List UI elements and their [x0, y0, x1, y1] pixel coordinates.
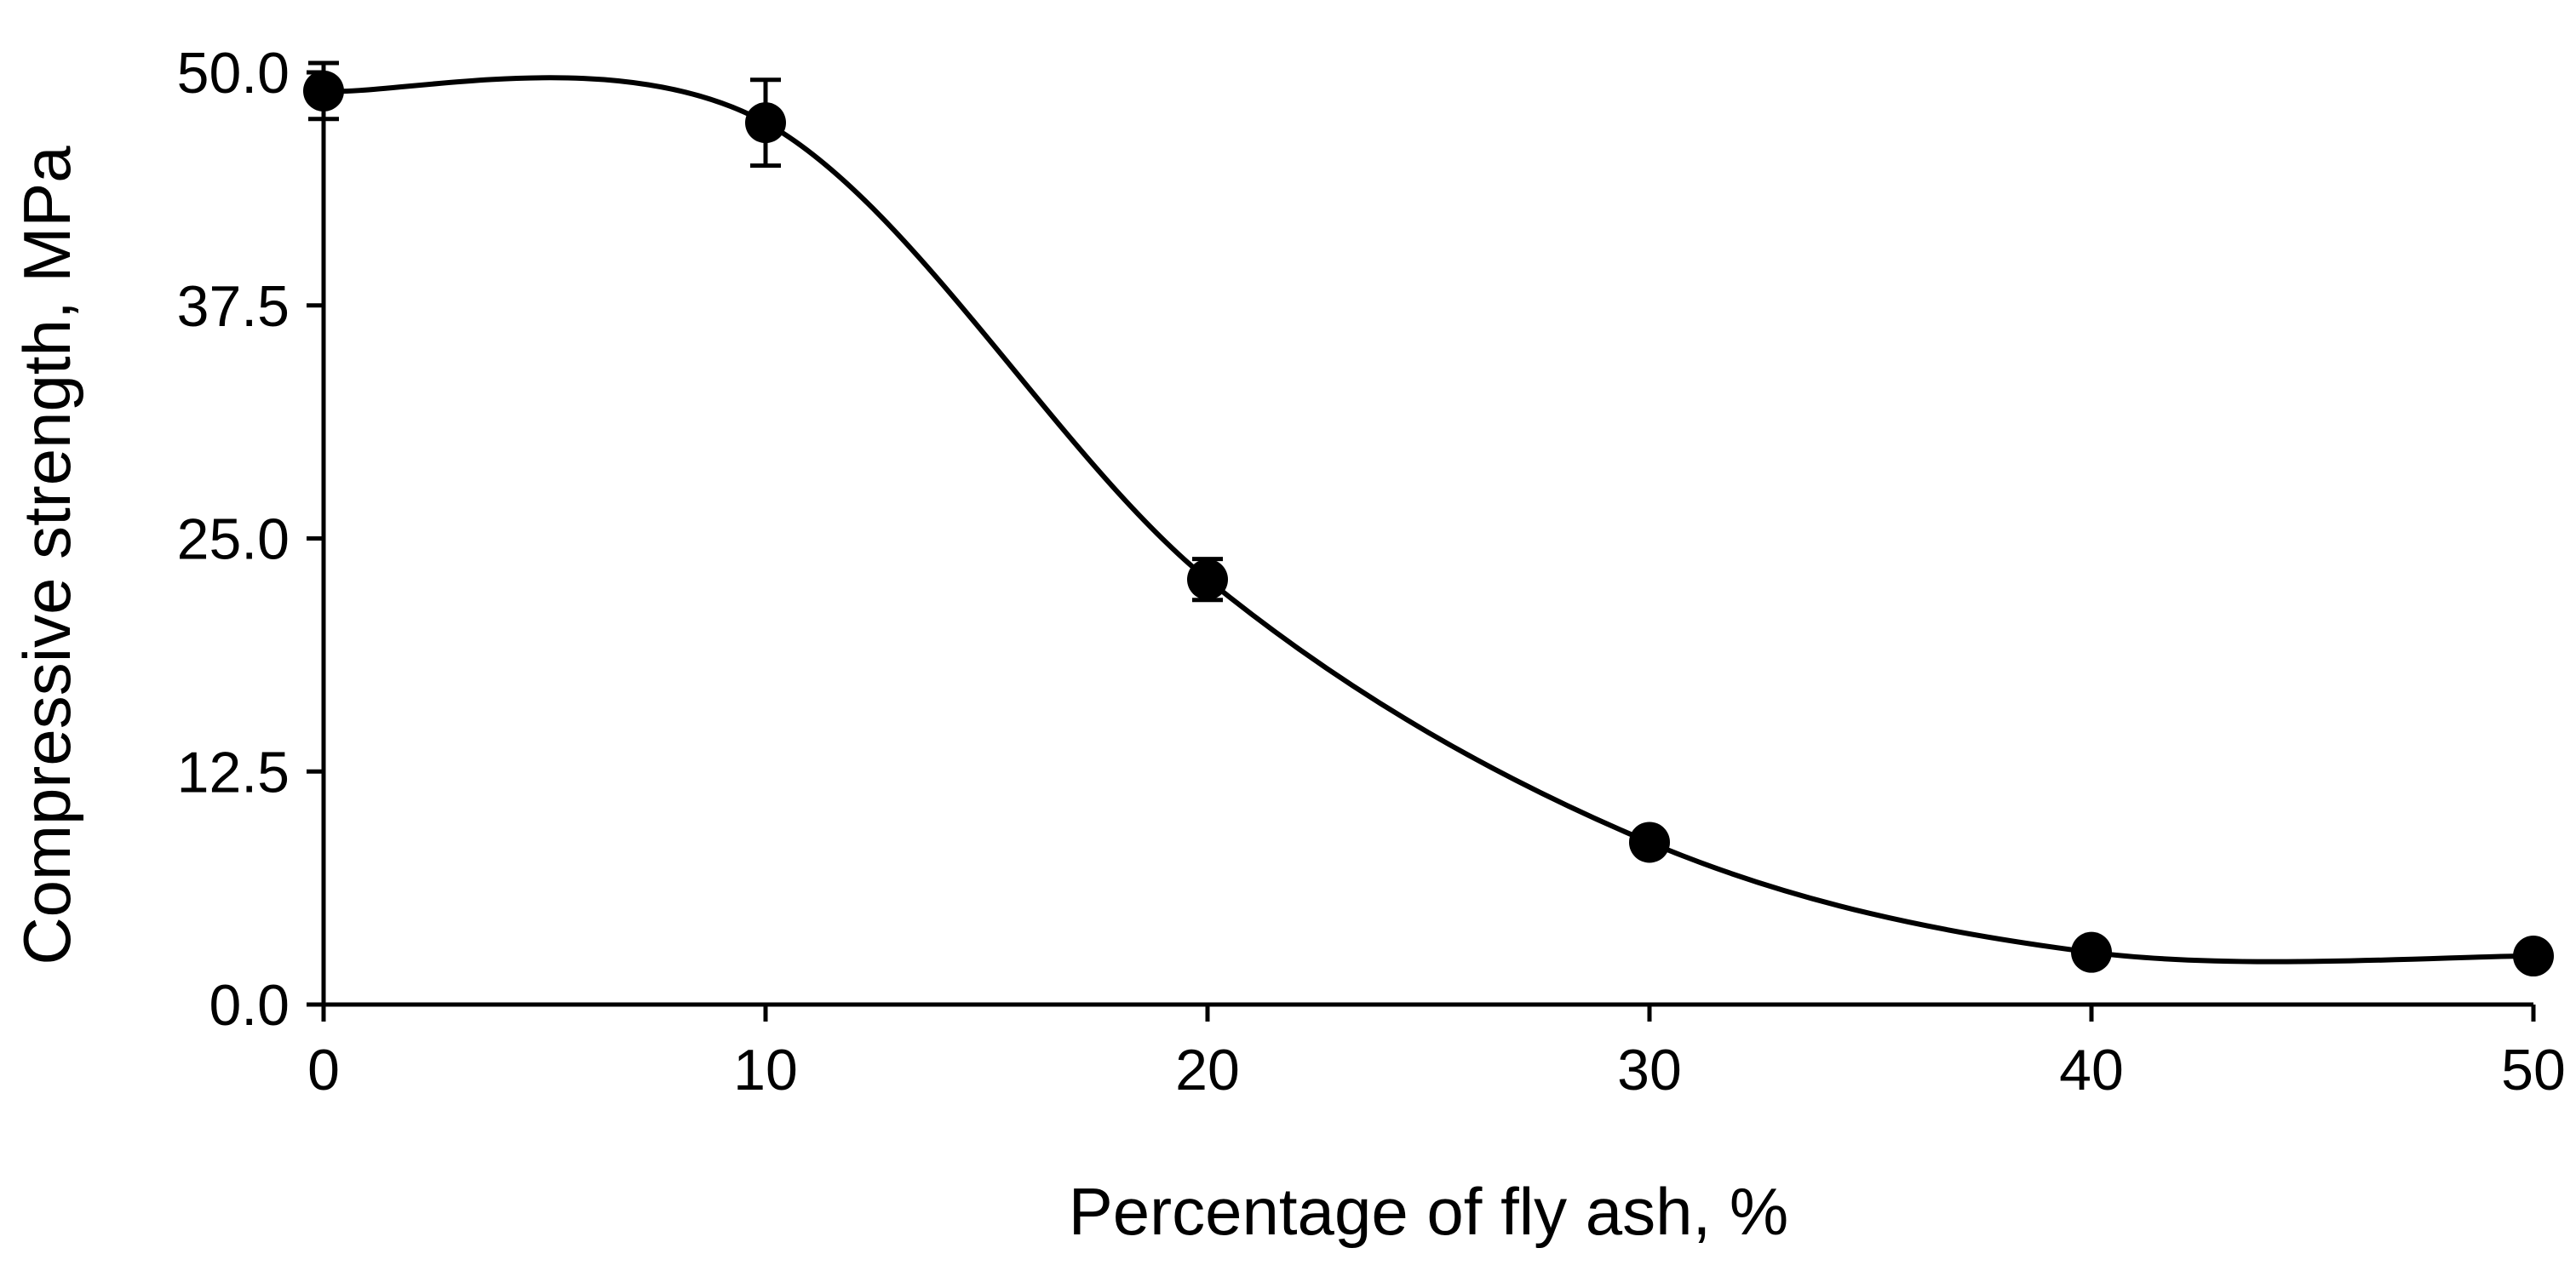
y-tick-label: 0.0 [209, 973, 290, 1038]
x-tick-label: 40 [2059, 1038, 2124, 1102]
y-tick-label: 12.5 [177, 740, 290, 804]
data-point [745, 102, 786, 144]
y-tick-label: 50.0 [177, 41, 290, 106]
x-axis-title: Percentage of fly ash, % [1069, 1174, 1788, 1249]
error-bars [308, 60, 2549, 965]
x-axis-ticks: 0 10 20 30 40 50 [307, 1005, 2566, 1102]
x-tick-label: 10 [733, 1038, 798, 1102]
y-axis-title: Compressive strength, MPa [9, 146, 84, 965]
data-point [1187, 558, 1228, 600]
x-tick-label: 30 [1617, 1038, 1682, 1102]
axes [321, 72, 2533, 1007]
data-point [2071, 931, 2112, 973]
y-axis-ticks: 0.0 12.5 25.0 37.5 50.0 [177, 41, 324, 1038]
x-tick-label: 20 [1175, 1038, 1240, 1102]
data-markers [303, 70, 2554, 977]
y-tick-label: 37.5 [177, 274, 290, 339]
series-line [323, 75, 2534, 965]
x-tick-label: 50 [2501, 1038, 2566, 1102]
x-tick-label: 0 [307, 1038, 340, 1102]
y-tick-label: 25.0 [177, 507, 290, 572]
data-point [1629, 822, 1670, 863]
data-point [2513, 936, 2554, 977]
